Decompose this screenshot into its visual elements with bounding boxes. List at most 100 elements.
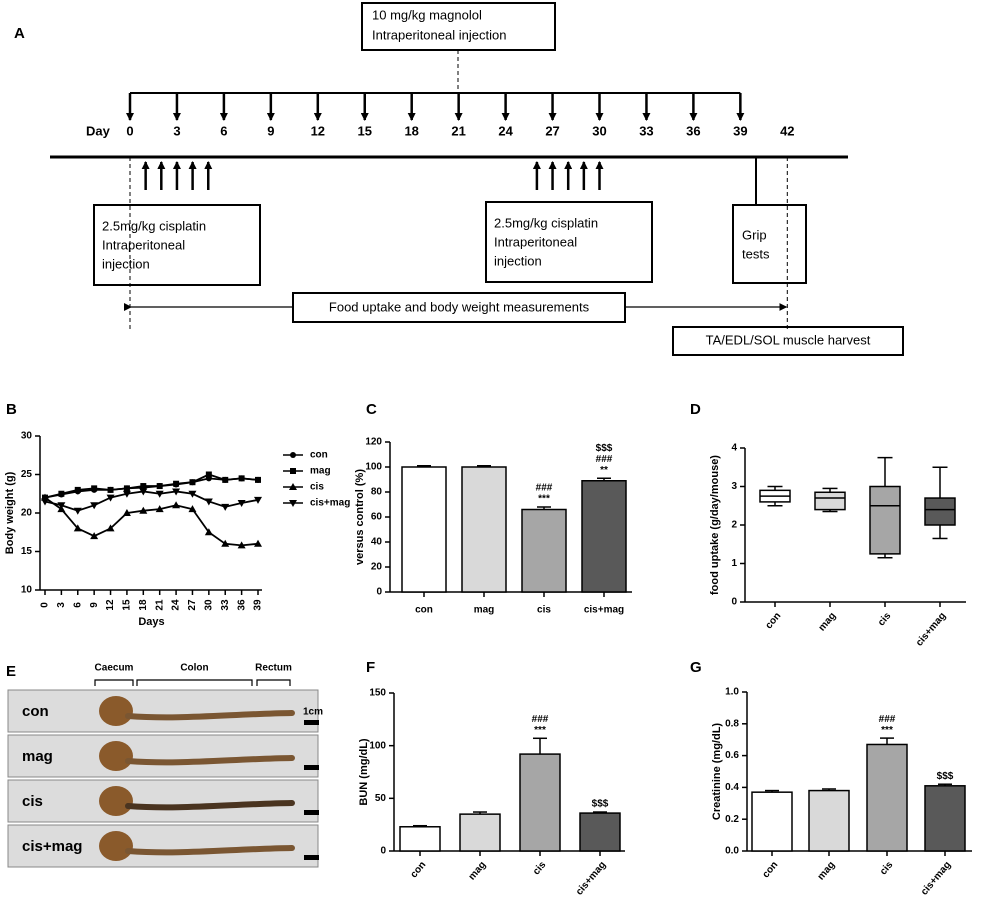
marker [254,496,262,504]
marker [173,480,180,487]
box [485,201,653,283]
segment-label: Colon [180,663,208,674]
x-tick-label: 9 [89,602,100,608]
marker [237,541,246,549]
significance: ### [536,483,553,494]
marker [204,528,213,536]
marker [290,452,296,458]
box-text: TA/EDL/SOL muscle harvest [706,332,871,347]
segment-label: Caecum [95,663,134,674]
marker [122,509,131,516]
bracket [94,679,134,686]
x-tick-label: mag [817,611,839,634]
box-text: Intraperitoneal [494,234,577,249]
y-tick-label: 0.2 [725,814,739,825]
box-text: injection [102,256,150,271]
box-text: injection [494,253,542,268]
box-text: Intraperitoneal injection [372,27,506,42]
day-tick: 6 [220,123,227,138]
day-tick: 36 [686,123,700,138]
caecum [99,786,133,816]
x-tick-label: con [408,860,428,881]
y-tick-label: 120 [365,437,382,448]
x-tick-label: 12 [105,599,116,611]
box-text: Food uptake and body weight measurements [329,299,590,314]
x-tick-label: 0 [40,602,51,608]
day-tick: 21 [451,123,465,138]
significance: *** [538,494,550,505]
marker [90,532,99,540]
x-tick-label: 36 [236,599,247,611]
panel-label: G [690,659,702,676]
marker [172,501,181,509]
y-tick-label: 0 [376,587,382,598]
colon [125,845,295,856]
box [732,204,807,284]
box [292,292,626,323]
significance: ### [879,714,896,725]
x-tick-label: cis+mag [584,605,624,616]
x-axis-label: Days [138,616,164,628]
y-tick-label: 40 [371,537,383,548]
panel-label: C [366,401,377,418]
caecum [99,741,133,771]
scale-label: 1cm [303,707,323,718]
day-tick: 12 [311,123,325,138]
marker [188,505,197,513]
marker [140,483,147,490]
day-label: Day [86,123,111,138]
x-tick-label: con [760,860,780,881]
x-tick-label: cis [531,859,549,877]
y-tick-label: 150 [369,688,386,699]
x-tick-label: mag [816,860,838,883]
colon [125,800,295,811]
y-tick-label: 3 [731,481,737,492]
marker [123,485,130,492]
box [869,485,901,555]
box-text: 2.5mg/kg cisplatin [494,215,598,230]
box-text: 10 mg/kg magnolol [372,7,482,22]
bar [866,743,908,852]
marker [205,471,212,478]
bar [581,480,627,593]
x-tick-label: cis+mag [574,860,608,898]
colon [125,755,295,766]
y-tick-label: 15 [21,546,33,557]
y-tick-label: 0.0 [725,846,739,857]
marker [254,539,262,547]
legend-label: cis [310,482,324,493]
marker [106,524,115,532]
day-tick: 15 [358,123,372,138]
x-tick-label: 39 [253,599,264,611]
y-tick-label: 100 [365,462,382,473]
y-tick-label: 50 [375,793,387,804]
scale-bar [304,765,319,770]
y-axis-label: food uptake (g/day/mouse) [709,455,721,595]
colon [125,710,295,721]
box-text: 2.5mg/kg cisplatin [102,218,206,233]
y-tick-label: 1.0 [725,687,739,698]
marker [237,499,246,507]
bar [401,466,447,593]
panel-label: F [366,659,375,676]
bar [924,785,966,852]
y-tick-label: 20 [21,508,33,519]
x-tick-label: cis+mag [919,860,953,898]
marker [204,498,213,506]
segment-label: Rectum [255,663,292,674]
box [93,204,261,286]
day-tick: 39 [733,123,747,138]
row-label: mag [22,748,53,765]
y-tick-label: 0.8 [725,718,739,729]
bar [399,826,441,852]
marker [289,500,297,507]
x-tick-label: mag [474,605,495,616]
day-tick: 18 [404,123,418,138]
y-tick-label: 0.6 [725,750,739,761]
day-tick: 9 [267,123,274,138]
x-tick-label: 24 [171,599,182,611]
y-tick-label: 30 [21,431,33,442]
x-tick-label: 21 [154,599,165,611]
box-text: Intraperitoneal [102,237,185,252]
